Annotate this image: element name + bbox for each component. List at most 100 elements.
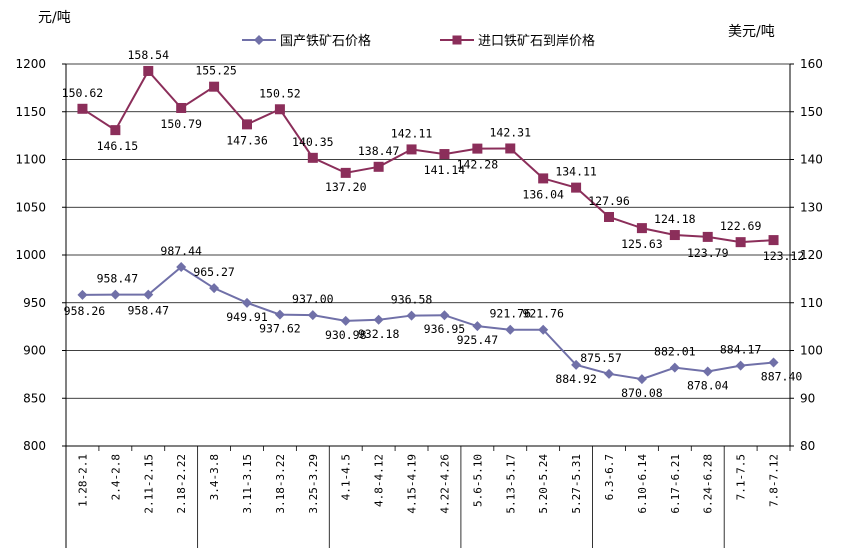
left-tick-label: 1150 [15, 105, 46, 119]
left-tick-label: 950 [23, 296, 46, 310]
right-tick-label: 150 [800, 105, 823, 119]
data-label: 875.57 [580, 351, 622, 365]
data-point [735, 237, 746, 248]
left-tick-label: 1050 [15, 200, 46, 214]
data-point [604, 211, 614, 222]
data-label: 937.00 [292, 292, 334, 306]
data-label: 987.44 [160, 244, 202, 258]
data-label: 123.12 [763, 249, 805, 263]
x-tick-label: 3.18-3.22 [274, 454, 287, 514]
data-point [505, 143, 516, 154]
data-label: 887.40 [761, 370, 803, 384]
x-tick-label: 4.1-4.5 [340, 454, 353, 500]
data-point [143, 65, 154, 76]
data-point [340, 167, 351, 178]
legend-marker [254, 35, 264, 45]
data-label: 925.47 [457, 333, 499, 347]
data-label: 965.27 [193, 265, 235, 279]
data-label: 140.35 [292, 135, 334, 149]
right-tick-label: 100 [800, 344, 823, 358]
data-label: 150.79 [160, 117, 202, 131]
data-point [702, 366, 713, 377]
data-point [439, 310, 450, 321]
x-tick-label: 7.8-7.12 [768, 454, 781, 507]
data-point [209, 81, 220, 92]
x-tick-label: 4.22-4.26 [438, 454, 451, 514]
x-tick-label: 1.28-2.1 [76, 454, 89, 507]
data-label: 136.04 [522, 187, 564, 201]
right-axis-unit: 美元/吨 [728, 24, 775, 40]
data-point [472, 321, 483, 332]
data-point [538, 324, 549, 335]
data-point [406, 144, 417, 155]
data-label: 150.62 [62, 86, 104, 100]
data-point [373, 314, 384, 325]
data-point [77, 289, 88, 300]
x-tick-label: 7.1-7.5 [735, 454, 748, 500]
x-tick-label: 2.18-2.22 [175, 454, 188, 514]
data-label: 155.25 [195, 64, 237, 78]
data-point [538, 173, 549, 184]
data-point [604, 368, 614, 379]
data-point [505, 324, 516, 335]
data-label: 124.18 [654, 212, 696, 226]
x-tick-label: 3.25-3.29 [307, 454, 320, 514]
x-tick-label: 5.20-5.24 [537, 454, 550, 514]
data-point [669, 230, 680, 241]
data-point [702, 231, 713, 242]
left-tick-label: 1000 [15, 248, 46, 262]
data-label: 142.11 [391, 126, 433, 140]
right-tick-label: 140 [800, 153, 823, 167]
x-tick-label: 6.24-6.28 [702, 454, 715, 514]
gridlines [66, 63, 790, 399]
data-label: 958.47 [97, 272, 139, 286]
data-label: 142.28 [457, 158, 499, 172]
data-point [274, 104, 285, 115]
data-point [768, 235, 779, 246]
axes: 800 850 900 950 1000 1050 1100 1150 1200 80 90 100 1… [15, 57, 823, 548]
legend-label: 国产铁矿石价格 [280, 33, 371, 49]
data-point [373, 161, 384, 172]
x-tick-label: 6.17-6.21 [669, 454, 682, 514]
data-point [274, 309, 285, 320]
data-labels: 958.26958.47958.47987.44965.27949.91937.… [62, 48, 805, 400]
x-tick-label: 5.6-5.10 [471, 454, 484, 507]
data-label: 125.63 [621, 237, 663, 251]
data-label: 921.76 [489, 307, 531, 321]
data-label: 127.96 [588, 194, 630, 208]
data-label: 958.26 [64, 304, 106, 318]
left-tick-label: 900 [23, 344, 46, 358]
x-tick-label: 6.10-6.14 [636, 454, 649, 514]
data-point [669, 362, 680, 373]
data-point [176, 102, 187, 113]
data-label: 878.04 [687, 378, 729, 392]
data-point [768, 357, 779, 368]
x-tick-label: 5.13-5.17 [504, 454, 517, 514]
data-point [636, 223, 647, 234]
data-label: 932.18 [358, 327, 400, 341]
data-point [143, 289, 154, 300]
data-label: 949.91 [226, 310, 268, 324]
x-tick-label: 3.4-3.8 [208, 454, 221, 500]
data-point [242, 297, 252, 308]
x-tick-label: 6.3-6.7 [603, 454, 616, 500]
left-axis-unit: 元/吨 [38, 10, 71, 26]
series-group [77, 65, 779, 385]
data-point [472, 143, 483, 154]
data-point [735, 360, 746, 371]
data-point [307, 310, 318, 321]
data-label: 937.62 [259, 322, 301, 336]
right-tick-label: 160 [800, 57, 823, 71]
data-label: 930.98 [325, 328, 367, 342]
data-label: 882.01 [654, 345, 696, 359]
left-tick-label: 850 [23, 391, 46, 405]
series-line [82, 265, 774, 381]
data-point [571, 359, 582, 370]
data-label: 141.14 [424, 163, 466, 177]
series-line [81, 69, 774, 244]
data-point [340, 315, 351, 326]
left-tick-label: 800 [23, 439, 46, 453]
x-tick-label: 3.11-3.15 [241, 454, 254, 514]
data-point [209, 283, 220, 294]
